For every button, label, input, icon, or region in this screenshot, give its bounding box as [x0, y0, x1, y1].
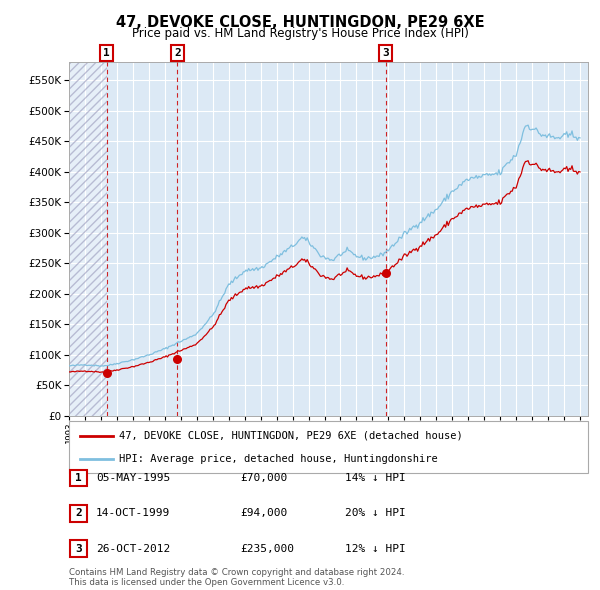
Text: 47, DEVOKE CLOSE, HUNTINGDON, PE29 6XE: 47, DEVOKE CLOSE, HUNTINGDON, PE29 6XE [116, 15, 484, 30]
Text: £235,000: £235,000 [240, 544, 294, 553]
Text: 2: 2 [174, 48, 181, 58]
Text: £94,000: £94,000 [240, 509, 287, 518]
Text: 1: 1 [75, 473, 82, 483]
Text: Contains HM Land Registry data © Crown copyright and database right 2024.: Contains HM Land Registry data © Crown c… [69, 568, 404, 577]
Text: 26-OCT-2012: 26-OCT-2012 [96, 544, 170, 553]
Text: This data is licensed under the Open Government Licence v3.0.: This data is licensed under the Open Gov… [69, 578, 344, 587]
Bar [69, 62, 107, 416]
Text: 05-MAY-1995: 05-MAY-1995 [96, 473, 170, 483]
Text: 47, DEVOKE CLOSE, HUNTINGDON, PE29 6XE (detached house): 47, DEVOKE CLOSE, HUNTINGDON, PE29 6XE (… [119, 431, 463, 441]
Text: 12% ↓ HPI: 12% ↓ HPI [345, 544, 406, 553]
Text: 3: 3 [382, 48, 389, 58]
Text: 1: 1 [103, 48, 110, 58]
Text: 2: 2 [75, 509, 82, 518]
Text: £70,000: £70,000 [240, 473, 287, 483]
Text: 14% ↓ HPI: 14% ↓ HPI [345, 473, 406, 483]
Text: 3: 3 [75, 544, 82, 553]
Text: 20% ↓ HPI: 20% ↓ HPI [345, 509, 406, 518]
Text: Price paid vs. HM Land Registry's House Price Index (HPI): Price paid vs. HM Land Registry's House … [131, 27, 469, 40]
Text: 14-OCT-1999: 14-OCT-1999 [96, 509, 170, 518]
Text: HPI: Average price, detached house, Huntingdonshire: HPI: Average price, detached house, Hunt… [119, 454, 437, 464]
Bar [69, 62, 107, 416]
